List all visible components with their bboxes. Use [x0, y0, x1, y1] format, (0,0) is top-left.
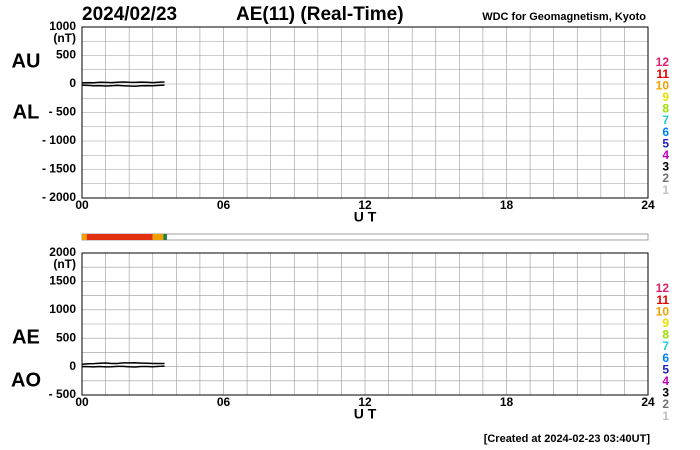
- series-label: AU: [12, 50, 41, 72]
- plot-frame: [81, 26, 649, 199]
- station-bar-segment: [163, 234, 167, 240]
- station-key: 9: [662, 316, 669, 330]
- footer: [Created at 2024-02-23 03:40UT]: [484, 433, 651, 445]
- series-line: [81, 361, 165, 366]
- station-key: 11: [656, 293, 669, 307]
- station-key: 8: [662, 102, 669, 116]
- y-tick-label: - 1500: [42, 162, 76, 176]
- y-tick-label: - 500: [49, 105, 77, 119]
- x-tick-label: 18: [500, 395, 514, 409]
- station-bar-segment: [152, 234, 164, 240]
- x-axis-label: U T: [354, 209, 377, 225]
- y-tick-label: 2000: [49, 245, 76, 259]
- x-tick-label: 24: [641, 395, 655, 409]
- y-tick-label: - 2000: [42, 190, 76, 204]
- station-key: 12: [656, 55, 670, 69]
- station-key: 1: [662, 409, 669, 423]
- plot-frame: [81, 252, 649, 396]
- station-key: 2: [662, 171, 669, 185]
- series-label: AL: [13, 101, 40, 123]
- y-tick-label: - 1000: [42, 133, 76, 147]
- station-key: 11: [656, 67, 669, 81]
- y-tick-label: 1500: [49, 274, 76, 288]
- y-tick-label: 1000: [49, 19, 76, 33]
- station-key: 12: [656, 281, 670, 295]
- series-label: AE: [12, 326, 40, 348]
- y-tick-label: 500: [56, 48, 76, 62]
- station-key: 10: [656, 304, 670, 318]
- station-key: 4: [662, 374, 669, 388]
- station-key: 7: [662, 113, 669, 127]
- y-tick-label: 500: [56, 330, 76, 344]
- station-key: 6: [662, 125, 669, 139]
- station-key: 2: [662, 397, 669, 411]
- series-label: AO: [11, 369, 41, 391]
- y-unit: (nT): [53, 257, 76, 271]
- station-key: 8: [662, 328, 669, 342]
- station-key: 3: [662, 160, 669, 174]
- x-tick-label: 06: [217, 198, 231, 212]
- station-bar-segment: [86, 234, 153, 240]
- x-tick-label: 24: [641, 198, 655, 212]
- y-tick-label: 0: [69, 76, 76, 90]
- x-tick-label: 12: [358, 198, 372, 212]
- x-tick-label: 18: [500, 198, 514, 212]
- x-tick-label: 12: [358, 395, 372, 409]
- date: 2024/02/23: [82, 4, 177, 25]
- station-key: 10: [656, 78, 670, 92]
- station-key: 3: [662, 386, 669, 400]
- station-key: 1: [662, 183, 669, 197]
- station-key: 4: [662, 148, 669, 162]
- x-axis-label: U T: [354, 406, 377, 422]
- x-tick-label: 00: [75, 395, 89, 409]
- y-unit: (nT): [53, 31, 76, 45]
- station-key: 6: [662, 351, 669, 365]
- series-line: [82, 365, 165, 368]
- series-line: [81, 81, 165, 84]
- x-tick-label: 00: [75, 198, 89, 212]
- station-key: 5: [662, 136, 669, 150]
- y-tick-label: 1000: [49, 302, 76, 316]
- series-line: [81, 84, 165, 88]
- source: WDC for Geomagnetism, Kyoto: [482, 11, 646, 23]
- station-key: 9: [662, 90, 669, 104]
- station-key: 5: [662, 362, 669, 376]
- station-bar-segment: [82, 234, 87, 240]
- x-tick-label: 06: [217, 395, 231, 409]
- title: AE(11) (Real-Time): [236, 4, 404, 25]
- y-tick-label: - 500: [49, 387, 77, 401]
- y-tick-label: 0: [69, 359, 76, 373]
- station-key: 7: [662, 339, 669, 353]
